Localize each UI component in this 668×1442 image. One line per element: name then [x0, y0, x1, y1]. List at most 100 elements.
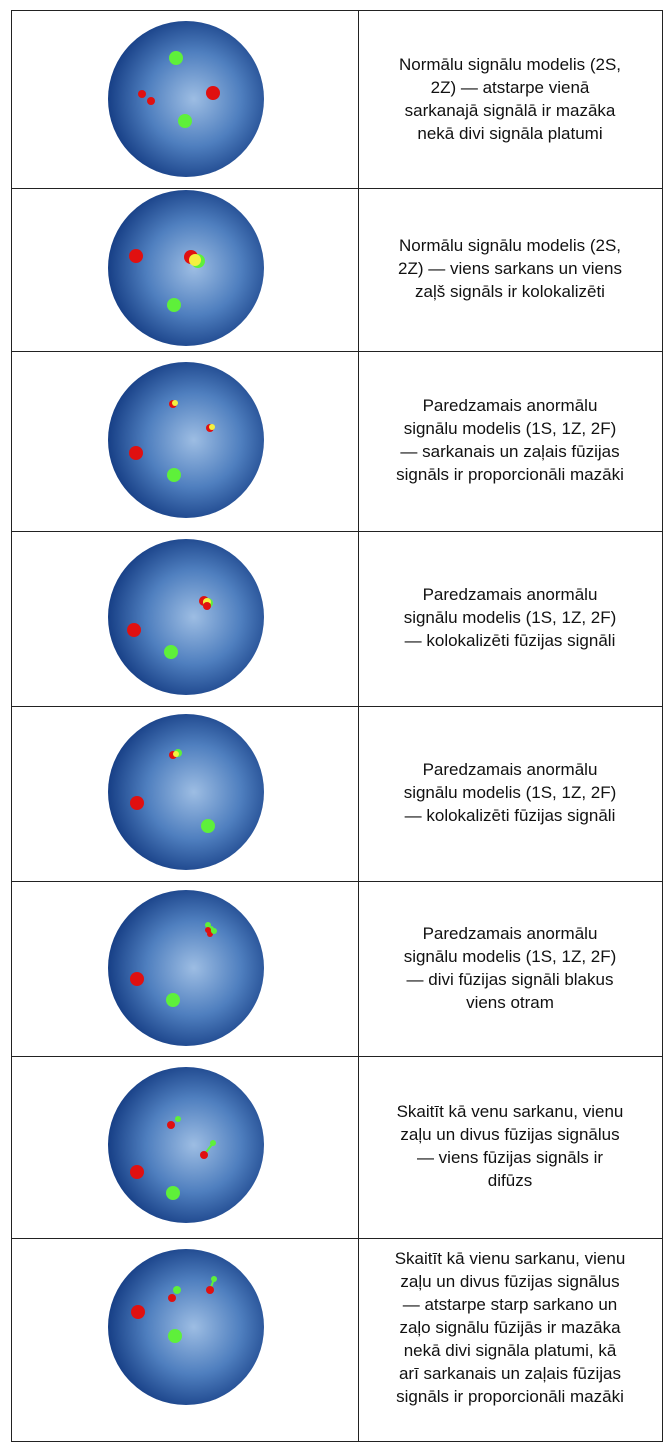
signal-dot [203, 602, 211, 610]
description-line: 2Z) — atstarpe vienā [430, 78, 590, 98]
signal-dot [206, 86, 220, 100]
nucleus-image [108, 890, 264, 1046]
table-row: Paredzamais anormālu signālu modelis (1S,… [11, 705, 663, 882]
description-line: — atstarpe starp sarkano un [402, 1295, 618, 1314]
description-line: 2Z) — viens sarkans un viens [398, 259, 622, 279]
signal-dot [130, 972, 144, 986]
description-line: signālu modelis (1S, 1Z, 2F) [403, 783, 617, 803]
signal-dot [127, 623, 141, 637]
signal-dot [164, 645, 178, 659]
description-line: nekā divi signāla platumi [417, 124, 603, 144]
table-row: Paredzamais anormālu signālu modelis (1S,… [11, 530, 663, 707]
nucleus-image [108, 1067, 264, 1223]
signal-dot [129, 446, 143, 460]
signal-dot [130, 796, 144, 810]
signal-dot [169, 51, 183, 65]
description-cell: Paredzamais anormālu signālu modelis (1S,… [358, 880, 662, 1056]
signal-dot [131, 1305, 145, 1319]
description-line: signālu modelis (1S, 1Z, 2F) [403, 419, 617, 439]
image-cell [12, 350, 359, 531]
table-row: Normālu signālu modelis (2S, 2Z) — atstar… [11, 10, 663, 189]
description-line: signālu modelis (1S, 1Z, 2F) [403, 608, 617, 628]
signal-dot [130, 1165, 144, 1179]
signal-dot [201, 819, 215, 833]
description-line: — sarkanais un zaļais fūzijas [400, 442, 620, 462]
signal-dot [211, 1276, 217, 1282]
table-row: Skaitīt kā vienu sarkanu, vienu zaļu un d… [11, 1237, 663, 1442]
image-cell [12, 187, 359, 351]
description-line: Skaitīt kā vienu sarkanu, vienu [394, 1249, 626, 1268]
description-line: — kolokalizēti fūzijas signāli [404, 806, 616, 826]
signal-dot [206, 1286, 214, 1294]
description-cell: Skaitīt kā venu sarkanu, vienu zaļu un di… [358, 1055, 662, 1238]
description-line: viens otram [466, 992, 554, 1012]
description-line: zaļu un divus fūzijas signālus [400, 1125, 620, 1145]
signal-dot [168, 1329, 182, 1343]
signal-dot [209, 424, 215, 430]
description-line: Paredzamais anormālu [422, 396, 598, 416]
description-line: signāls ir proporcionāli mazāki [396, 1387, 624, 1406]
image-cell [12, 530, 359, 706]
nucleus [108, 890, 264, 1046]
description-cell: Paredzamais anormālu signālu modelis (1S,… [358, 705, 662, 881]
description-cell: Paredzamais anormālu signālu modelis (1S,… [358, 350, 662, 531]
table-row: Normālu signālu modelis (2S, 2Z) — viens … [11, 187, 663, 352]
description-line: arī sarkanais un zaļais fūzijas [398, 1364, 622, 1383]
signal-dot [211, 928, 217, 934]
description-cell: Skaitīt kā vienu sarkanu, vienu zaļu un d… [358, 1237, 662, 1441]
nucleus [108, 1067, 264, 1223]
table-row: Skaitīt kā venu sarkanu, vienu zaļu un di… [11, 1055, 663, 1239]
signal-dot [189, 254, 201, 266]
description-cell: Normālu signālu modelis (2S, 2Z) — atstar… [358, 11, 662, 188]
nucleus-image [108, 362, 264, 518]
description-line: signāls ir proporcionāli mazāki [396, 465, 624, 485]
description-line: sarkanajā signālā ir mazāka [404, 101, 616, 121]
nucleus [108, 362, 264, 518]
description-line: zaļu un divus fūzijas signālus [400, 1272, 620, 1291]
description-line: — kolokalizēti fūzijas signāli [404, 631, 616, 651]
image-cell [12, 880, 359, 1056]
signal-dot [175, 1116, 181, 1122]
nucleus [108, 714, 264, 870]
description-line: — viens fūzijas signāls ir [416, 1148, 604, 1168]
nucleus [108, 190, 264, 346]
image-cell [12, 1237, 359, 1441]
signal-dot [210, 1140, 216, 1146]
table-row: Paredzamais anormālu signālu modelis (1S,… [11, 350, 663, 532]
nucleus-image [108, 539, 264, 695]
nucleus [108, 539, 264, 695]
nucleus-image [108, 714, 264, 870]
description-line: Paredzamais anormālu [422, 585, 598, 605]
description-line: zaļo signālu fūzijās ir mazāka [399, 1318, 621, 1337]
signal-dot [200, 1151, 208, 1159]
description-line: Paredzamais anormālu [422, 760, 598, 780]
description-cell: Normālu signālu modelis (2S, 2Z) — viens … [358, 187, 662, 351]
signal-dot [147, 97, 155, 105]
description-line: Skaitīt kā venu sarkanu, vienu [396, 1102, 624, 1122]
signal-dot [178, 114, 192, 128]
table-row: Paredzamais anormālu signālu modelis (1S,… [11, 880, 663, 1057]
nucleus [108, 1249, 264, 1405]
nucleus-image [108, 21, 264, 177]
description-line: Normālu signālu modelis (2S, [398, 236, 622, 256]
signal-dot [167, 468, 181, 482]
nucleus [108, 21, 264, 177]
description-line: difūzs [487, 1171, 533, 1191]
signal-dot [167, 298, 181, 312]
description-line: nekā divi signāla platumi, kā [403, 1341, 617, 1360]
signal-dot [166, 1186, 180, 1200]
description-line: zaļš signāls ir kolokalizēti [415, 282, 605, 302]
image-cell [12, 705, 359, 881]
signal-dot [172, 400, 178, 406]
description-line: Paredzamais anormālu [422, 923, 598, 943]
description-line: — divi fūzijas signāli blakus [406, 969, 614, 989]
image-cell [12, 11, 359, 188]
signal-dot [173, 751, 179, 757]
nucleus-image [108, 1249, 264, 1405]
description-line: Normālu signālu modelis (2S, [398, 55, 622, 75]
signal-dot [168, 1294, 176, 1302]
nucleus-image [108, 190, 264, 346]
signal-dot [129, 249, 143, 263]
description-cell: Paredzamais anormālu signālu modelis (1S,… [358, 530, 662, 706]
